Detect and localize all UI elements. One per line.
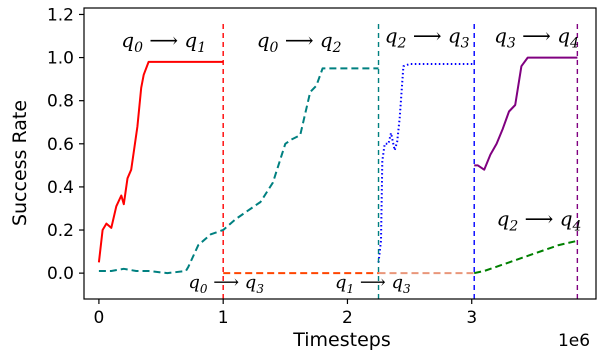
transition-annotation-7: q1 ⟶ q3 bbox=[335, 272, 411, 296]
series-line-2 bbox=[98, 67, 379, 275]
transition-annotation-1: q0 ⟶ q1 bbox=[121, 28, 206, 56]
y-tick-label: 1.0 bbox=[47, 49, 74, 69]
x-tick-label: 0 bbox=[93, 308, 104, 328]
y-tick-label: 0.6 bbox=[47, 135, 74, 155]
phase-boundaries bbox=[222, 24, 579, 299]
series-line-7 bbox=[473, 239, 578, 275]
transition-annotation-3: q2 ⟶ q3 bbox=[385, 23, 470, 51]
annotations: q0 ⟶ q1 q0 ⟶ q2 q2 ⟶ q3 q3 ⟶ q4 q2 ⟶ q4 q0 ⟶ … bbox=[121, 23, 581, 296]
x-tick-label: 1 bbox=[218, 308, 229, 328]
y-tick-label: 0.4 bbox=[47, 178, 74, 198]
x-axis-label: Timesteps bbox=[292, 329, 391, 351]
y-tick-label: 0.0 bbox=[47, 264, 74, 284]
transition-annotation-2: q0 ⟶ q2 bbox=[257, 28, 342, 56]
transition-annotation-5: q2 ⟶ q4 bbox=[497, 207, 582, 235]
axes: 0 1 2 3 0.0 0.2 0.4 0.6 0.8 1.0 1.2 bbox=[47, 5, 597, 328]
x-tick-label: 2 bbox=[342, 308, 353, 328]
transition-annotation-4: q3 ⟶ q4 bbox=[494, 23, 579, 51]
series-line-6 bbox=[474, 56, 578, 171]
series-lines bbox=[97, 56, 578, 275]
plot-frame bbox=[83, 7, 597, 300]
transition-annotation-6: q0 ⟶ q3 bbox=[188, 272, 264, 296]
x-tick-label: 3 bbox=[466, 308, 477, 328]
y-tick-label: 0.2 bbox=[47, 221, 74, 241]
x-axis-offset-label: 1e6 bbox=[558, 331, 590, 351]
y-axis-label: Success Rate bbox=[9, 100, 31, 226]
series-line-1 bbox=[97, 60, 224, 263]
y-tick-label: 0.8 bbox=[47, 92, 74, 112]
series-line-5 bbox=[377, 63, 475, 263]
y-tick-label: 1.2 bbox=[47, 5, 74, 25]
